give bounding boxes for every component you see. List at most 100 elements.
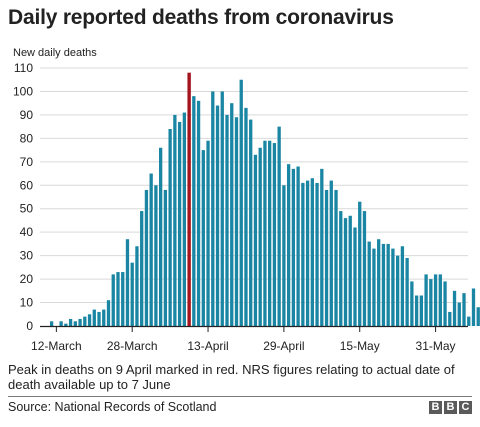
- bar: [310, 178, 314, 326]
- bar: [391, 248, 395, 326]
- bars: [49, 72, 480, 327]
- bar: [424, 274, 428, 326]
- bar: [215, 105, 220, 326]
- bar: [462, 293, 466, 326]
- y-tick-label: 0: [26, 319, 33, 333]
- bar: [358, 201, 362, 326]
- bar: [154, 185, 158, 326]
- bar: [201, 150, 205, 326]
- bar: [168, 128, 172, 326]
- bar: [429, 279, 433, 326]
- y-tick-label: 30: [20, 249, 34, 263]
- y-tick-label: 20: [20, 272, 34, 286]
- bar: [343, 218, 348, 326]
- bar: [291, 168, 296, 326]
- source-note: Source: National Records of Scotland: [8, 400, 217, 414]
- bar: [448, 311, 452, 326]
- bar: [234, 117, 239, 326]
- bar: [334, 189, 338, 326]
- bar: [68, 318, 73, 326]
- bar: [177, 121, 182, 326]
- bar: [92, 309, 96, 326]
- bar: [467, 316, 471, 326]
- bar: [211, 91, 215, 326]
- bar: [116, 272, 120, 326]
- bar: [339, 211, 343, 326]
- bar: [414, 295, 419, 326]
- bar: [173, 114, 177, 326]
- bar: [419, 295, 423, 326]
- bar: [362, 211, 367, 326]
- bar: [296, 166, 300, 326]
- bar: [438, 274, 442, 326]
- x-tick-label: 15-May: [340, 339, 380, 353]
- bar: [73, 321, 77, 326]
- y-tick-label: 70: [20, 155, 34, 169]
- bar: [244, 107, 248, 326]
- bar: [230, 103, 234, 326]
- bar: [396, 255, 400, 326]
- bar: [400, 246, 405, 326]
- bar: [102, 309, 106, 326]
- y-axis-label: New daily deaths: [13, 47, 97, 59]
- bar: [405, 257, 409, 326]
- bar: [163, 189, 168, 326]
- bar: [239, 79, 243, 327]
- bar: [324, 189, 329, 326]
- y-tick-label: 50: [20, 202, 34, 216]
- y-tick-label: 10: [20, 296, 34, 310]
- bar: [433, 274, 438, 326]
- bar: [286, 164, 291, 326]
- bar: [277, 126, 281, 327]
- bar: [282, 185, 286, 326]
- y-tick-label: 60: [20, 178, 34, 192]
- bar: [225, 114, 229, 326]
- bar: [386, 243, 390, 326]
- bar: [182, 112, 186, 327]
- bar: [253, 154, 258, 326]
- bar: [140, 211, 144, 326]
- bar: [305, 180, 310, 326]
- y-tick-label: 90: [20, 108, 34, 122]
- x-tick-label: 31-May: [416, 339, 456, 353]
- bar: [83, 316, 87, 326]
- bar: [135, 246, 139, 326]
- bar: [272, 143, 277, 326]
- bar: [59, 321, 63, 326]
- bar: [381, 243, 386, 326]
- bar: [106, 300, 111, 326]
- bar: [87, 314, 92, 326]
- bar: [315, 182, 319, 326]
- highlight-bar: [187, 72, 191, 326]
- bar: [353, 227, 357, 326]
- divider: [8, 396, 472, 397]
- bar: [97, 311, 101, 326]
- bar: [410, 281, 414, 326]
- bar: [268, 140, 272, 326]
- bar: [130, 262, 134, 326]
- bar: [49, 321, 54, 326]
- y-tick-label: 80: [20, 131, 34, 145]
- bar: [377, 239, 381, 326]
- bar: [206, 140, 210, 326]
- bar: [121, 272, 125, 326]
- bar: [372, 248, 376, 326]
- bar: [457, 302, 461, 326]
- bar: [249, 119, 253, 326]
- bar: [78, 318, 82, 326]
- bar: [196, 100, 201, 326]
- x-tick-label: 13-April: [187, 339, 228, 353]
- bbc-logo-letter: B: [444, 401, 457, 414]
- y-tick-label: 40: [20, 225, 34, 239]
- x-tick-label: 28-March: [107, 339, 158, 353]
- bar: [329, 180, 333, 326]
- bar: [348, 215, 352, 326]
- bbc-logo: B B C: [429, 401, 472, 414]
- bar-chart: New daily deaths 0 10 20 30 40 50 60 70 80 90 100 1…: [13, 47, 480, 353]
- bar: [64, 323, 68, 326]
- bar: [220, 91, 224, 326]
- bar: [367, 241, 371, 326]
- bar: [144, 189, 149, 326]
- bar: [471, 288, 476, 326]
- bar: [263, 140, 267, 326]
